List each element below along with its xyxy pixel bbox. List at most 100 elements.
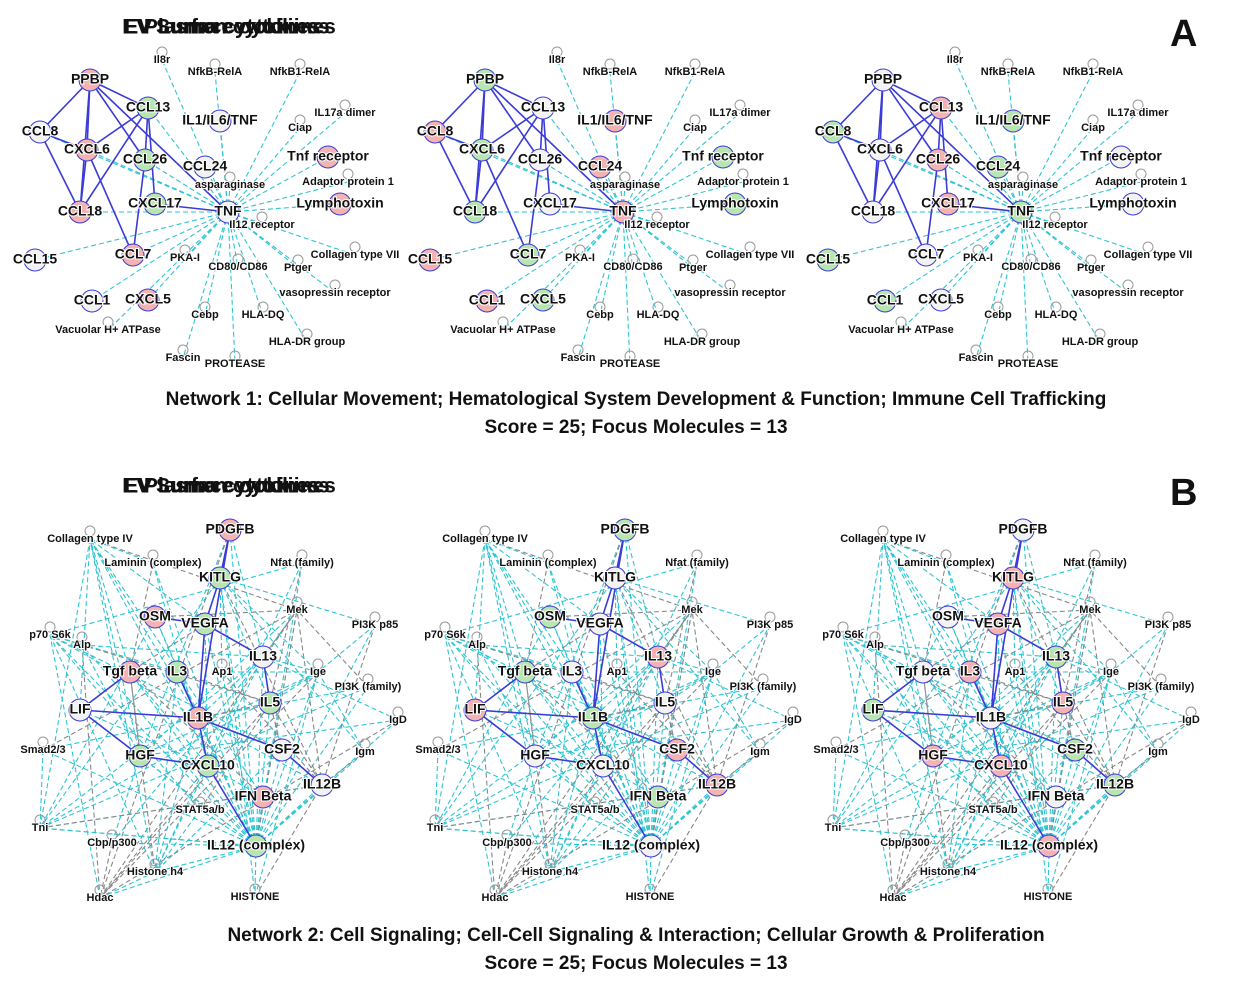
edge bbox=[650, 624, 771, 847]
node-marker bbox=[1109, 145, 1133, 169]
node-marker bbox=[1009, 200, 1033, 224]
node-marker bbox=[208, 109, 232, 133]
edge bbox=[1020, 71, 1094, 213]
edge bbox=[524, 671, 659, 798]
node-marker bbox=[972, 244, 984, 256]
node-label: Tnf receptor bbox=[682, 148, 764, 164]
node-marker bbox=[696, 328, 708, 340]
edge bbox=[89, 79, 229, 213]
node-marker bbox=[665, 738, 689, 762]
edge bbox=[882, 79, 939, 161]
edge bbox=[484, 79, 541, 161]
network-title: EV Lumen cytokines bbox=[124, 475, 329, 498]
edge bbox=[79, 107, 149, 213]
node-label: CXCL10 bbox=[181, 757, 235, 773]
node-marker bbox=[463, 200, 487, 224]
node-label: OSM bbox=[139, 608, 171, 624]
network-title: Plasma cytokines bbox=[144, 16, 320, 39]
edge bbox=[872, 709, 934, 757]
node-label: HLA-DR group bbox=[1062, 336, 1139, 348]
node-label: IL1B bbox=[578, 709, 608, 725]
edge bbox=[147, 211, 229, 301]
node-marker bbox=[591, 754, 615, 778]
edge bbox=[139, 755, 257, 847]
edge bbox=[1020, 112, 1139, 213]
node-label: Ptger bbox=[1077, 262, 1106, 274]
edge bbox=[1020, 211, 1101, 343]
edge bbox=[882, 538, 1091, 611]
network-caption: Network 2: Cell Signaling; Cell-Cell Sig… bbox=[227, 925, 1044, 946]
node-marker bbox=[958, 660, 982, 684]
edge bbox=[549, 671, 573, 873]
node-marker bbox=[296, 549, 308, 561]
edge bbox=[1047, 784, 1116, 898]
edge bbox=[1012, 577, 1159, 753]
edge bbox=[484, 79, 624, 213]
node-label: IgD bbox=[1182, 714, 1200, 726]
node-marker bbox=[76, 631, 88, 643]
edge bbox=[296, 609, 323, 786]
edge bbox=[227, 203, 341, 213]
edge bbox=[207, 765, 257, 847]
edge bbox=[1020, 156, 1122, 213]
node-label: Vacuolar H+ ATPase bbox=[450, 324, 555, 336]
node-marker bbox=[1132, 99, 1144, 111]
node-marker bbox=[653, 691, 677, 715]
edge bbox=[534, 671, 714, 757]
edge bbox=[129, 562, 154, 673]
edge bbox=[547, 562, 652, 847]
edge bbox=[947, 765, 1002, 873]
edge bbox=[197, 623, 206, 719]
edge bbox=[842, 634, 971, 673]
edge bbox=[892, 871, 949, 899]
edge bbox=[255, 686, 369, 847]
node-marker bbox=[1122, 279, 1134, 291]
edge bbox=[932, 719, 1192, 757]
node-marker bbox=[78, 68, 102, 92]
edge bbox=[622, 211, 731, 294]
edge bbox=[947, 203, 1022, 213]
edge bbox=[1047, 671, 1112, 898]
edge bbox=[892, 842, 906, 899]
node-marker bbox=[432, 736, 444, 748]
edge bbox=[1012, 577, 1169, 626]
edge bbox=[832, 131, 874, 213]
node-marker bbox=[538, 192, 562, 216]
edge bbox=[622, 211, 659, 316]
node-marker bbox=[979, 706, 1003, 730]
edge bbox=[494, 842, 508, 899]
edge bbox=[86, 149, 229, 213]
edge bbox=[502, 211, 624, 331]
node-marker bbox=[613, 518, 637, 542]
node-marker bbox=[724, 279, 736, 291]
edge bbox=[592, 686, 764, 719]
node-label: CCL1 bbox=[867, 292, 904, 308]
node-label: Tgf beta bbox=[896, 663, 951, 679]
node-marker bbox=[429, 814, 441, 826]
edge bbox=[321, 624, 376, 786]
node-marker bbox=[1017, 171, 1029, 183]
edge bbox=[892, 719, 1192, 899]
node-label: Collagen type VII bbox=[311, 249, 400, 261]
node-marker bbox=[439, 621, 451, 633]
edge bbox=[111, 755, 141, 844]
node-label: Collagen type VII bbox=[1104, 249, 1193, 261]
node-label: IFN Beta bbox=[630, 788, 687, 804]
edge bbox=[614, 577, 761, 753]
edge bbox=[622, 211, 703, 343]
edge bbox=[89, 538, 131, 673]
node-marker bbox=[970, 344, 982, 356]
edge bbox=[296, 609, 369, 688]
node-marker bbox=[339, 99, 351, 111]
node-marker bbox=[1185, 706, 1197, 718]
node-marker bbox=[392, 706, 404, 718]
node-marker bbox=[639, 834, 663, 858]
node-marker bbox=[1142, 241, 1154, 253]
edge bbox=[577, 211, 624, 359]
node-label: Hdac bbox=[87, 892, 114, 904]
node-label: Collagen type IV bbox=[442, 533, 528, 545]
edge bbox=[932, 671, 1112, 757]
node-marker bbox=[926, 148, 950, 172]
node-label: Tni bbox=[427, 822, 444, 834]
edge bbox=[227, 211, 264, 316]
